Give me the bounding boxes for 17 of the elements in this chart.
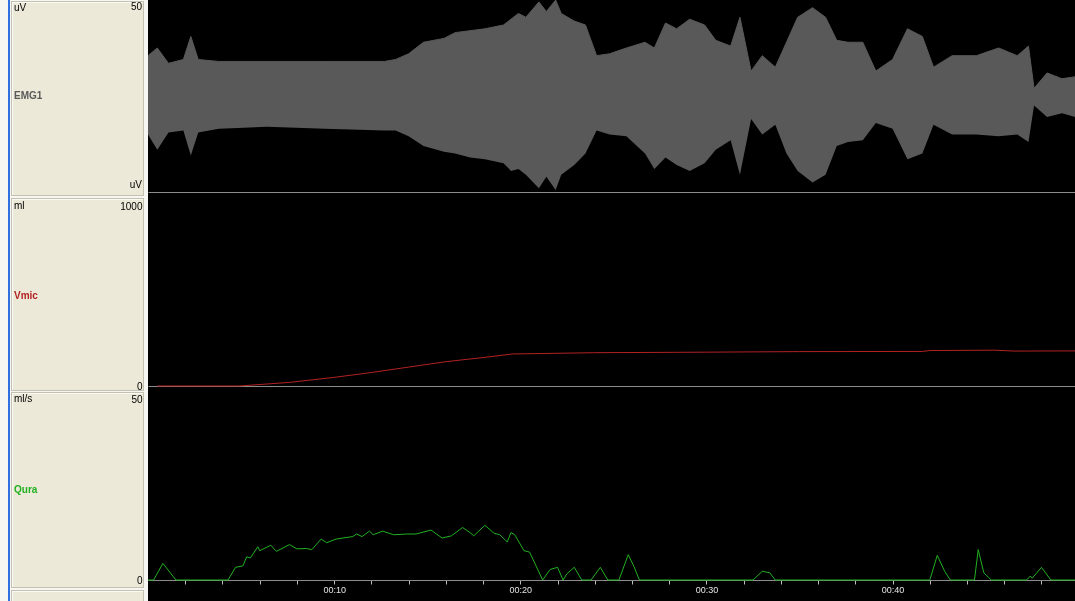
line-series (147, 524, 1075, 581)
x-tick-label: 00:30 (695, 584, 719, 595)
y-tick-label: 0 (136, 380, 143, 392)
text: EMG1 (14, 90, 43, 101)
y-tick-label: 50 (131, 393, 143, 405)
x-tick-label: 00:10 (323, 584, 346, 595)
x-tick-label: 00:40 (881, 584, 905, 595)
y-axis-title: ml (14, 200, 25, 211)
line-series (156, 349, 1075, 387)
text: uV (129, 179, 143, 190)
x-tick-label: 00:20 (509, 584, 533, 595)
y-tick-label: 1000 (120, 200, 143, 212)
y-tick-label: 0 (136, 574, 143, 586)
text: Qura (14, 483, 38, 495)
y-axis-title: uV (14, 2, 27, 13)
text: Vmic (14, 290, 39, 301)
y-axis-title: ml/s (14, 393, 33, 404)
